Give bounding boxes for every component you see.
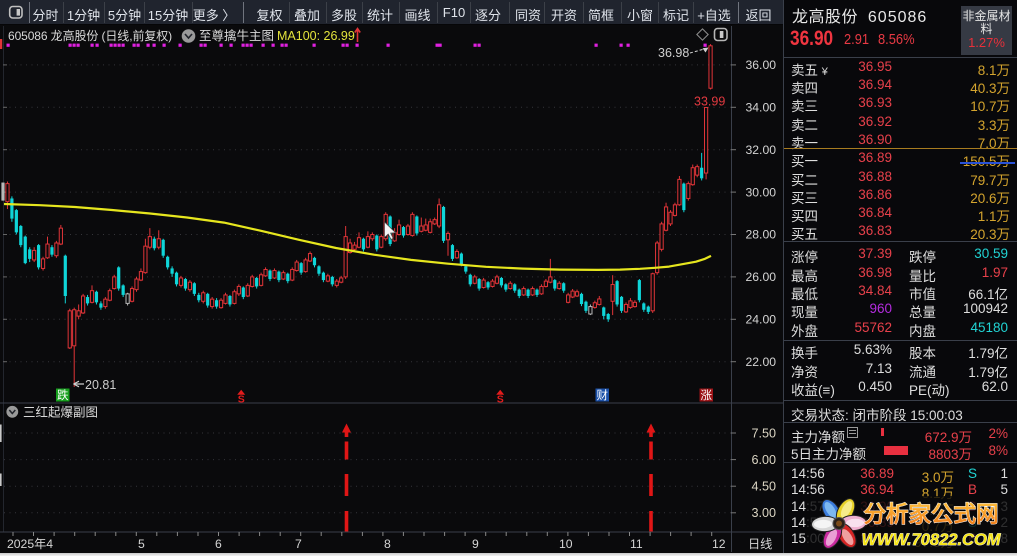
svg-text:6: 6	[215, 537, 222, 551]
svg-text:10: 10	[559, 537, 573, 551]
svg-text:12: 12	[712, 537, 726, 551]
svg-text:至尊擒牛主图: 至尊擒牛主图	[199, 28, 274, 43]
svg-text:605086 龙高股份 (日线,前复权): 605086 龙高股份 (日线,前复权)	[8, 28, 172, 43]
svg-text:9: 9	[472, 537, 479, 551]
svg-text:2025年4: 2025年4	[7, 537, 53, 551]
svg-text:20.81: 20.81	[85, 378, 116, 392]
svg-text:30.00: 30.00	[746, 185, 777, 199]
svg-text:8: 8	[384, 537, 391, 551]
svg-text:36.00: 36.00	[746, 58, 777, 72]
svg-text:5: 5	[138, 537, 145, 551]
svg-text:WWW.70822.COM: WWW.70822.COM	[862, 531, 1002, 549]
svg-text:3.00: 3.00	[751, 506, 776, 520]
svg-text:26.00: 26.00	[746, 270, 777, 284]
svg-text:MA100: 26.99: MA100: 26.99	[277, 29, 355, 43]
svg-text:跌: 跌	[57, 388, 69, 402]
svg-text:4.50: 4.50	[751, 480, 776, 494]
svg-text:11: 11	[630, 537, 643, 551]
svg-text:S: S	[497, 394, 504, 406]
svg-text:34.00: 34.00	[746, 101, 777, 115]
svg-text:36.98: 36.98	[658, 46, 689, 60]
svg-text:日线: 日线	[748, 537, 772, 551]
svg-text:32.00: 32.00	[746, 143, 777, 157]
svg-text:33.99: 33.99	[694, 95, 725, 109]
svg-text:7: 7	[295, 537, 302, 551]
svg-text:24.00: 24.00	[746, 313, 777, 327]
svg-text:6.00: 6.00	[751, 453, 776, 467]
svg-text:分析家公式网: 分析家公式网	[863, 501, 998, 527]
svg-text:涨: 涨	[700, 389, 712, 402]
svg-text:28.00: 28.00	[746, 228, 777, 242]
svg-text:7.50: 7.50	[751, 426, 776, 440]
svg-text:22.00: 22.00	[746, 355, 777, 369]
svg-text:三红起爆副图: 三红起爆副图	[23, 405, 98, 420]
svg-text:S: S	[238, 394, 245, 406]
svg-text:财: 财	[596, 388, 608, 402]
